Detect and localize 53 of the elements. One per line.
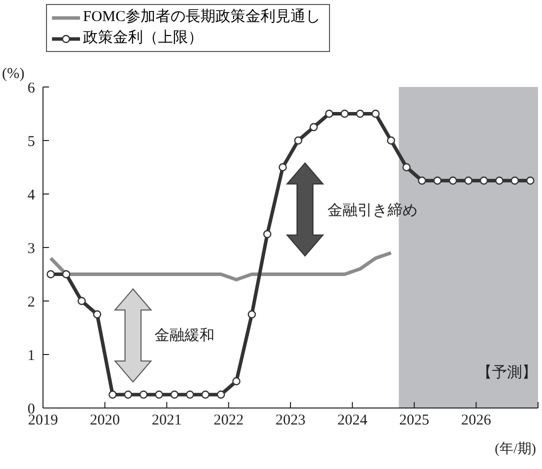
annotation: 金融引き締め	[328, 202, 418, 220]
x-tick-label: 2020	[90, 412, 120, 429]
point	[186, 390, 194, 399]
point	[448, 176, 458, 185]
y-tick-label: 3	[28, 240, 35, 257]
point	[433, 176, 442, 185]
point	[139, 390, 148, 399]
point	[170, 390, 179, 399]
point	[263, 230, 272, 238]
point	[325, 110, 334, 118]
point	[480, 176, 488, 185]
point	[371, 110, 380, 118]
point	[154, 390, 164, 399]
x-tick-label: 2022	[214, 412, 244, 429]
legend-label: 政策金利（上限）	[83, 28, 203, 48]
y-tick-label: 5	[28, 134, 35, 150]
point	[495, 176, 504, 185]
point	[340, 110, 349, 118]
point	[418, 176, 426, 185]
x-tick-label: 2025	[399, 412, 430, 429]
point	[526, 176, 534, 185]
x-axis-title: (年/期)	[494, 440, 536, 458]
y-tick-label: 2	[28, 294, 35, 310]
point	[78, 296, 86, 306]
point	[232, 377, 240, 386]
point	[216, 390, 225, 399]
y-axis-title: (%)	[2, 66, 24, 83]
legend-label: FOMC参加者の長期政策金利見通し	[83, 8, 321, 27]
point	[294, 136, 302, 145]
y-tick-label: 4	[28, 187, 36, 204]
point	[278, 163, 287, 172]
x-tick-label: 2023	[276, 412, 306, 429]
point	[93, 310, 102, 318]
point	[510, 176, 519, 185]
y-tick-label: 1	[28, 348, 35, 364]
annotation: 金融緩和	[154, 326, 214, 346]
y-tick-label: 6	[28, 80, 36, 96]
point	[386, 136, 396, 145]
x-tick-label: 2021	[152, 412, 182, 429]
x-tick-label: 2024	[337, 412, 368, 429]
point	[402, 163, 411, 172]
point	[248, 310, 256, 318]
point	[62, 270, 70, 278]
x-tick-label: 2026	[461, 412, 492, 429]
point	[108, 390, 117, 399]
point	[46, 270, 55, 278]
point	[464, 176, 472, 185]
point	[356, 110, 364, 118]
annotation: 【予測】	[476, 364, 537, 382]
line-series	[48, 251, 393, 282]
point	[310, 123, 318, 132]
point	[201, 390, 210, 399]
point	[124, 390, 132, 399]
